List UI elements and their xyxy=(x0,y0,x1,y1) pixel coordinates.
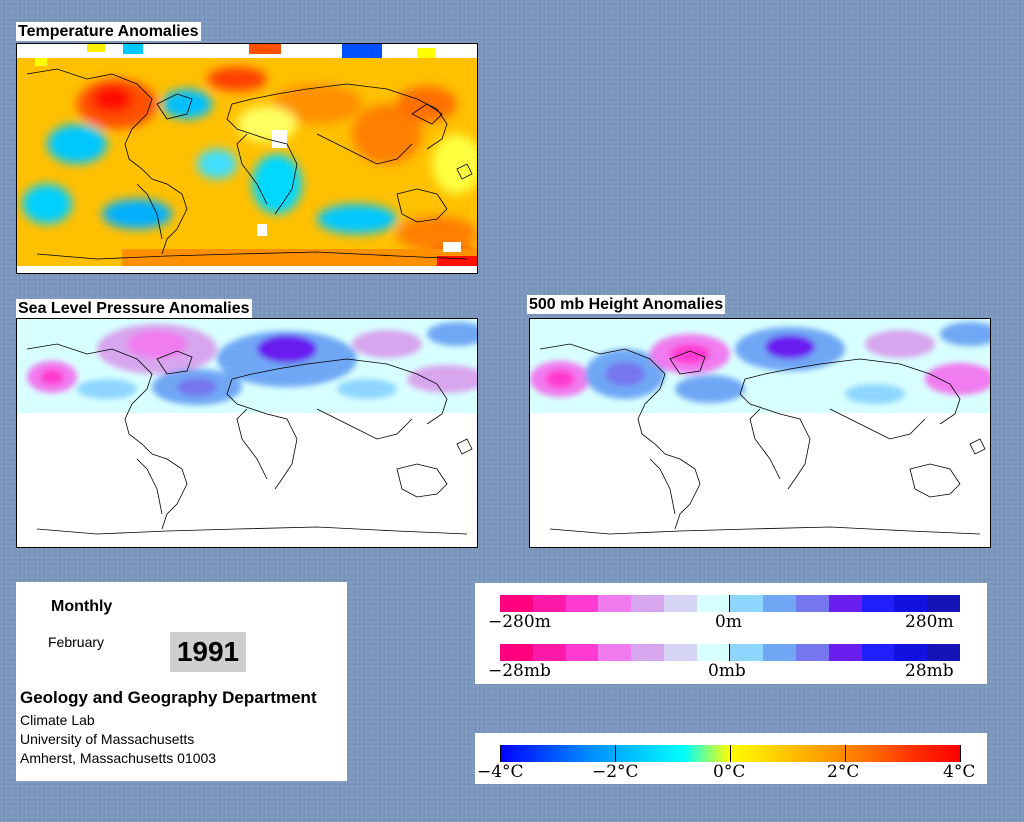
height-color-bar xyxy=(500,595,960,612)
color-bar-segment xyxy=(894,595,928,612)
lab-label: Climate Lab xyxy=(20,712,95,728)
height-min-label: −280m xyxy=(488,612,551,632)
color-bar-segment xyxy=(565,644,599,661)
color-bar-segment xyxy=(532,644,566,661)
temp-label-neg4: −4°C xyxy=(477,762,524,782)
height500-panel-title: 500 mb Height Anomalies xyxy=(527,295,726,314)
department-label: Geology and Geography Department xyxy=(20,688,317,707)
color-bar-segment xyxy=(927,595,960,612)
color-bar-segment xyxy=(730,644,764,661)
color-bar-segment xyxy=(763,595,797,612)
temp-label-0: 0°C xyxy=(713,762,746,782)
temperature-panel-title: Temperature Anomalies xyxy=(16,22,201,41)
slp-panel-title: Sea Level Pressure Anomalies xyxy=(16,299,252,318)
period-label: Monthly xyxy=(51,598,113,615)
temp-label-neg2: −2°C xyxy=(592,762,639,782)
slp-anomaly-map xyxy=(16,318,478,548)
pressure-mid-label: 0mb xyxy=(708,661,746,681)
color-bar-segment xyxy=(796,595,829,612)
height-max-label: 280m xyxy=(905,612,954,632)
height-mid-label: 0m xyxy=(715,612,742,632)
temp-label-4: 4°C xyxy=(943,762,976,782)
temp-tick xyxy=(615,745,616,762)
address-label: Amherst, Massachusetts 01003 xyxy=(20,750,217,766)
temp-tick xyxy=(960,745,961,762)
color-bar-segment xyxy=(828,644,862,661)
color-bar-segment xyxy=(861,644,895,661)
color-bar-segment xyxy=(696,644,731,661)
color-bar-segment xyxy=(500,595,533,612)
color-bar-segment xyxy=(763,644,797,661)
color-bar-segment xyxy=(861,595,895,612)
color-bar-segment xyxy=(663,595,697,612)
color-bar-segment xyxy=(927,644,960,661)
temp-label-2: 2°C xyxy=(827,762,860,782)
temp-tick xyxy=(730,745,731,762)
color-bar-segment xyxy=(631,595,664,612)
year-label: 1991 xyxy=(170,632,246,672)
color-bar-segment xyxy=(565,595,599,612)
height500-anomaly-map xyxy=(529,318,991,548)
info-panel xyxy=(16,582,347,781)
color-bar-segment xyxy=(796,644,829,661)
month-label: February xyxy=(48,634,105,650)
temperature-color-bar xyxy=(500,745,961,762)
pressure-min-label: −28mb xyxy=(488,661,551,681)
color-bar-segment xyxy=(828,595,862,612)
color-bar-segment xyxy=(598,595,632,612)
color-bar-segment xyxy=(696,595,731,612)
temperature-anomaly-map xyxy=(16,43,478,274)
color-bar-segment xyxy=(532,595,566,612)
color-bar-segment xyxy=(894,644,928,661)
temp-tick xyxy=(500,745,501,762)
color-bar-segment xyxy=(730,595,764,612)
color-bar-segment xyxy=(598,644,632,661)
color-bar-segment xyxy=(631,644,664,661)
pressure-color-bar xyxy=(500,644,960,661)
pressure-max-label: 28mb xyxy=(905,661,954,681)
temp-tick xyxy=(845,745,846,762)
university-label: University of Massachusetts xyxy=(20,731,195,747)
color-bar-segment xyxy=(500,644,533,661)
color-bar-segment xyxy=(663,644,697,661)
